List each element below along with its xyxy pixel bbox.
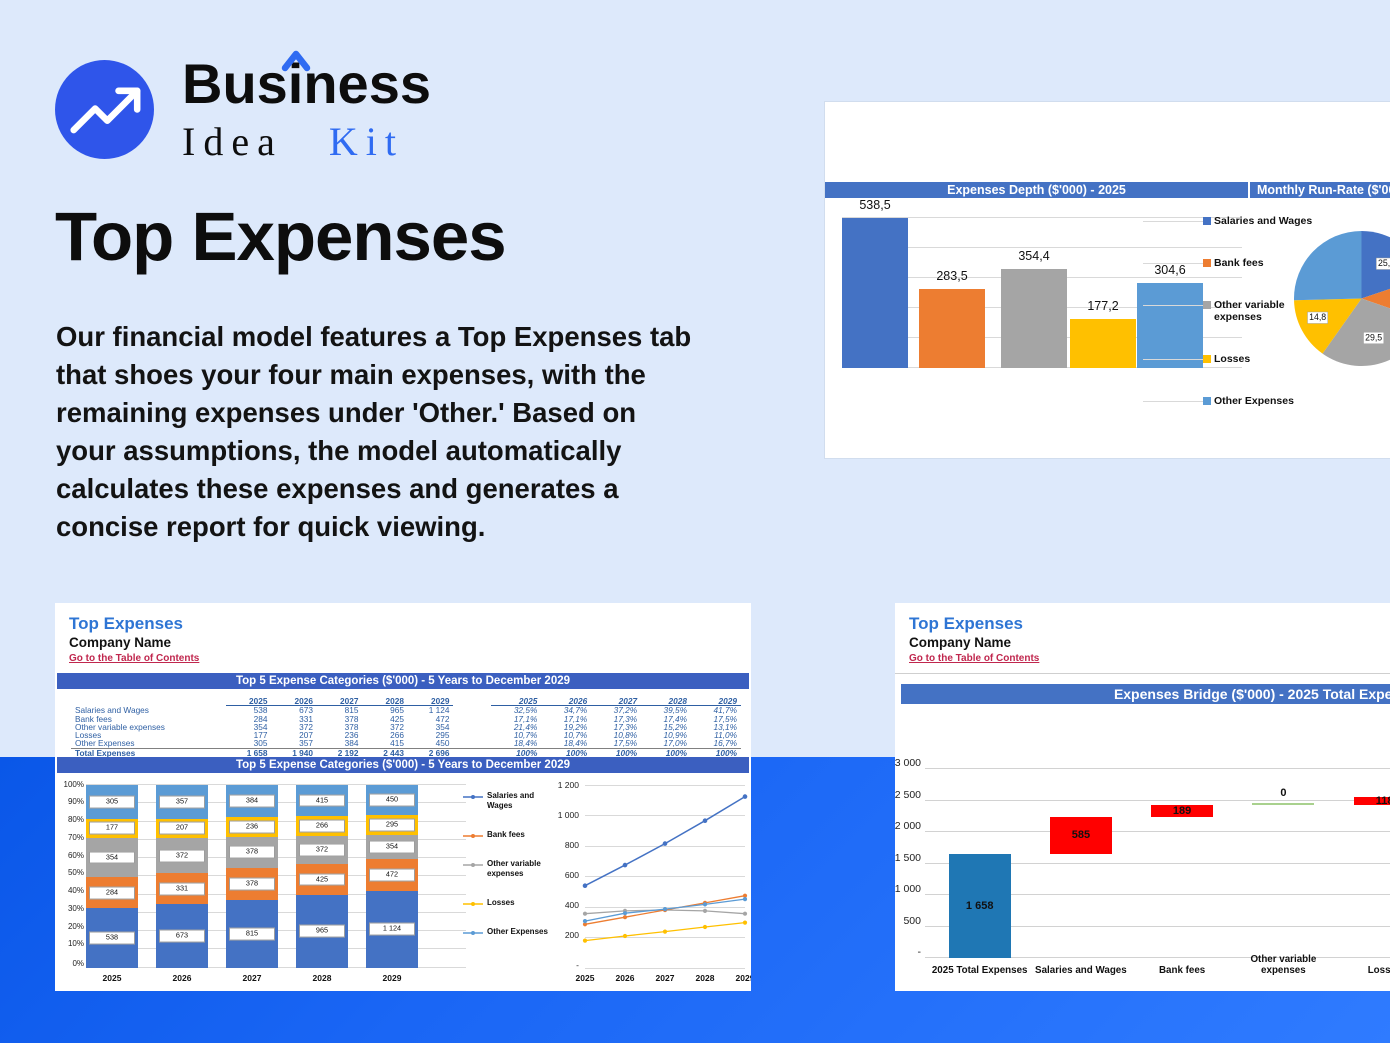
svg-text:29,5: 29,5 <box>1365 332 1382 342</box>
svg-text:25,4: 25,4 <box>1378 258 1390 268</box>
svg-text:14,8: 14,8 <box>1309 312 1326 322</box>
